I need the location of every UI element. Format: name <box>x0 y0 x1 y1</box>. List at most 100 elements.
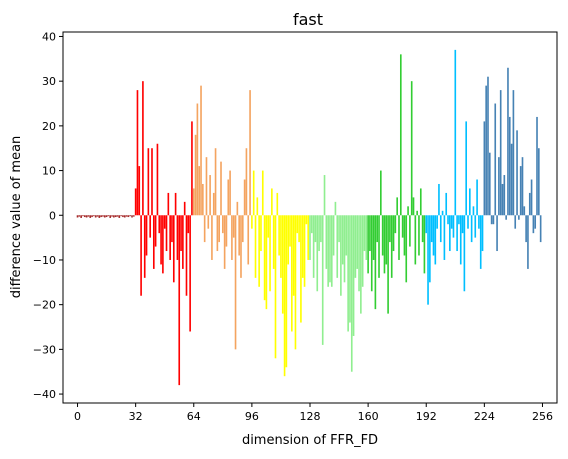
bar <box>376 215 379 243</box>
bar <box>505 215 507 220</box>
bar <box>487 76 489 216</box>
bar <box>380 170 382 216</box>
bar <box>291 215 293 332</box>
bar <box>111 215 113 217</box>
bar <box>218 215 220 243</box>
bar <box>445 192 448 216</box>
bar <box>501 183 504 216</box>
y-tick-label: −10 <box>33 254 56 267</box>
y-tick-label: 30 <box>42 75 56 88</box>
bar <box>325 215 328 269</box>
bar <box>461 215 464 234</box>
bar <box>185 215 188 296</box>
bar <box>102 215 104 217</box>
bar <box>289 215 291 247</box>
bar <box>465 121 467 216</box>
bar <box>538 148 540 216</box>
bar <box>436 215 438 229</box>
bar <box>439 215 442 243</box>
bar <box>105 215 108 218</box>
bar <box>145 215 148 256</box>
bar <box>423 215 426 274</box>
bar <box>361 215 364 287</box>
bar <box>508 116 511 216</box>
bar <box>309 215 311 260</box>
bar <box>347 215 349 332</box>
y-tick-label: −20 <box>33 299 56 312</box>
bar <box>82 215 84 217</box>
bar <box>172 215 175 283</box>
x-tick-label: 128 <box>300 410 321 423</box>
bar <box>207 215 210 229</box>
bar <box>525 215 527 243</box>
bar <box>298 215 300 243</box>
bar <box>394 215 397 234</box>
bar <box>510 143 513 216</box>
bar <box>350 215 353 372</box>
bar <box>156 143 159 216</box>
bar <box>272 215 275 269</box>
bar <box>176 215 179 260</box>
bar <box>271 188 273 216</box>
bar <box>321 215 324 345</box>
bar <box>311 215 313 234</box>
bar <box>198 166 201 216</box>
bar <box>252 170 255 216</box>
bar <box>536 116 538 216</box>
bar <box>211 215 213 260</box>
bar <box>518 215 520 220</box>
bar <box>240 215 242 278</box>
bar <box>182 215 184 269</box>
bar <box>521 157 524 216</box>
bar <box>162 215 164 274</box>
bar <box>269 215 271 292</box>
bar <box>332 215 335 256</box>
bar <box>479 215 482 269</box>
bar <box>345 215 348 256</box>
bar <box>367 215 369 274</box>
bar <box>429 215 431 283</box>
bar <box>407 206 409 216</box>
bar <box>528 192 531 216</box>
bar <box>152 215 155 269</box>
bar <box>236 201 239 216</box>
x-tick-label: 192 <box>416 410 437 423</box>
bar <box>421 215 424 243</box>
bar <box>458 215 460 225</box>
bar <box>238 215 240 256</box>
bar <box>452 215 455 238</box>
bar <box>80 215 82 218</box>
bar <box>503 175 506 216</box>
bar <box>232 215 235 238</box>
bar <box>403 215 406 256</box>
y-tick-label: 20 <box>42 120 56 133</box>
bar <box>287 215 290 265</box>
bar <box>76 215 79 218</box>
bar <box>256 197 259 216</box>
bar <box>301 215 304 278</box>
bar <box>410 81 413 216</box>
bar <box>450 215 453 229</box>
bar <box>390 215 393 278</box>
bar <box>539 215 542 243</box>
bar <box>372 215 375 260</box>
bar <box>113 215 115 218</box>
bar <box>134 188 137 216</box>
bar <box>118 215 121 218</box>
bar <box>472 206 475 216</box>
bar <box>136 90 139 216</box>
bar <box>192 188 195 216</box>
bar <box>140 215 142 296</box>
bar <box>280 215 282 278</box>
bar <box>409 215 411 247</box>
bar <box>483 121 486 216</box>
bar <box>499 90 502 216</box>
bar <box>456 215 458 252</box>
bar <box>114 215 117 218</box>
bar <box>143 215 146 278</box>
x-axis-ticks: 0 32 64 96 128 160 192 224 256 <box>74 403 553 423</box>
bar <box>125 215 128 217</box>
bar <box>171 215 173 243</box>
bar <box>469 188 471 216</box>
bar <box>234 215 237 350</box>
